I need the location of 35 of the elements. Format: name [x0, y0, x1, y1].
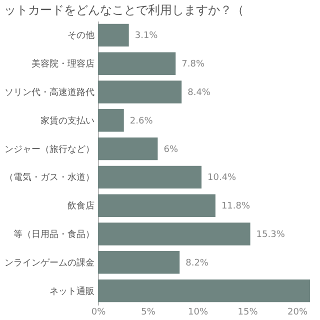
chart-title: ットカードをどんなことで利用しますか？（ [4, 3, 244, 17]
x-tick-label: 0% [91, 308, 106, 318]
data-label: 11.8% [221, 202, 250, 212]
data-label: 6% [164, 144, 178, 155]
y-tick-label: ンラインゲームの課金 [4, 257, 94, 268]
data-label: 2.6% [130, 116, 154, 126]
bar [98, 24, 129, 47]
bar [98, 109, 124, 132]
y-tick-label: その他 [68, 30, 94, 42]
x-tick-label: 20% [288, 308, 308, 318]
data-label: 10.4% [208, 173, 237, 184]
data-label: 7.8% [182, 60, 205, 70]
bar [98, 194, 216, 217]
y-tick-label: 等（日用品・食品） [14, 229, 94, 240]
y-tick-label: ンジャー（旅行など） [4, 144, 94, 155]
x-tick-label: 5% [141, 308, 156, 318]
y-tick-label: 飲食店 [68, 200, 94, 212]
bar [98, 279, 310, 302]
data-label: 15.3% [256, 230, 286, 240]
bar [98, 80, 182, 104]
y-tick-label: 美容院・理容店 [32, 58, 94, 70]
y-tick-label: （電気・ガス・水道） [4, 172, 94, 184]
data-label: 8.2% [186, 258, 209, 268]
data-label: 3.1% [134, 31, 158, 42]
y-tick-label: ネット通販 [50, 286, 94, 297]
y-tick-label: ソリン代・高速道路代 [4, 87, 94, 98]
data-label: 8.4% [188, 88, 211, 98]
x-tick-label: 10% [188, 308, 208, 318]
bar [98, 52, 176, 75]
bar [98, 166, 202, 189]
bar [98, 222, 250, 246]
bar [98, 137, 158, 160]
x-tick-label: 15% [238, 308, 258, 318]
y-tick-label: 家賃の支払い [40, 115, 94, 126]
bar [98, 251, 180, 274]
